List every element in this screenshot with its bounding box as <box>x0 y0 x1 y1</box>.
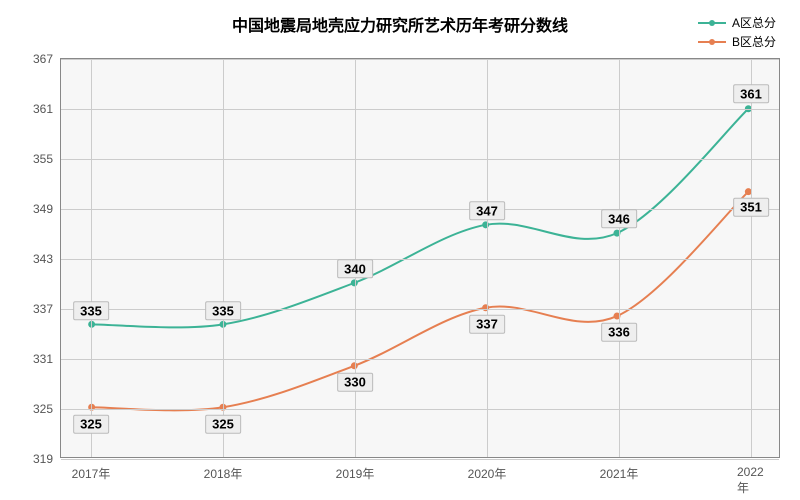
legend-swatch-a <box>698 22 726 24</box>
legend-item-b: B区总分 <box>698 33 776 50</box>
x-tick-label: 2018年 <box>204 465 243 482</box>
gridline-h <box>61 59 779 60</box>
data-label: 336 <box>601 323 637 342</box>
gridline-v <box>91 59 92 457</box>
y-tick-label: 367 <box>33 52 53 66</box>
y-tick-label: 325 <box>33 402 53 416</box>
data-label: 335 <box>205 301 241 320</box>
y-tick-label: 337 <box>33 302 53 316</box>
data-label: 325 <box>205 415 241 434</box>
series-line-b <box>92 192 749 411</box>
y-tick-label: 349 <box>33 202 53 216</box>
data-label: 347 <box>469 201 505 220</box>
x-tick-label: 2022年 <box>737 465 765 496</box>
data-label: 361 <box>733 84 769 103</box>
data-label: 325 <box>73 415 109 434</box>
gridline-v <box>223 59 224 457</box>
gridline-h <box>61 409 779 410</box>
y-tick-label: 361 <box>33 102 53 116</box>
plot-area: 3193253313373433493553613672017年2018年201… <box>60 58 780 458</box>
data-point <box>482 221 489 228</box>
data-label: 346 <box>601 209 637 228</box>
legend: A区总分 B区总分 <box>698 14 776 52</box>
gridline-v <box>355 59 356 457</box>
legend-item-a: A区总分 <box>698 14 776 31</box>
gridline-v <box>487 59 488 457</box>
data-label: 351 <box>733 198 769 217</box>
gridline-h <box>61 259 779 260</box>
chart-title: 中国地震局地壳应力研究所艺术历年考研分数线 <box>232 12 568 36</box>
data-label: 337 <box>469 315 505 334</box>
y-tick-label: 331 <box>33 352 53 366</box>
legend-label-a: A区总分 <box>732 14 776 31</box>
data-label: 340 <box>337 259 373 278</box>
gridline-h <box>61 359 779 360</box>
y-tick-label: 355 <box>33 152 53 166</box>
y-tick-label: 343 <box>33 252 53 266</box>
gridline-h <box>61 209 779 210</box>
gridline-v <box>751 59 752 457</box>
gridline-h <box>61 159 779 160</box>
data-label: 330 <box>337 373 373 392</box>
y-tick-label: 319 <box>33 452 53 466</box>
legend-label-b: B区总分 <box>732 33 776 50</box>
gridline-v <box>619 59 620 457</box>
gridline-h <box>61 459 779 460</box>
x-tick-label: 2017年 <box>72 465 111 482</box>
x-tick-label: 2020年 <box>468 465 507 482</box>
legend-swatch-b <box>698 41 726 43</box>
data-point <box>482 304 489 311</box>
chart-container: 中国地震局地壳应力研究所艺术历年考研分数线 A区总分 B区总分 31932533… <box>0 0 800 500</box>
x-tick-label: 2021年 <box>600 465 639 482</box>
chart-svg <box>61 59 779 457</box>
gridline-h <box>61 309 779 310</box>
gridline-h <box>61 109 779 110</box>
data-label: 335 <box>73 301 109 320</box>
x-tick-label: 2019年 <box>336 465 375 482</box>
